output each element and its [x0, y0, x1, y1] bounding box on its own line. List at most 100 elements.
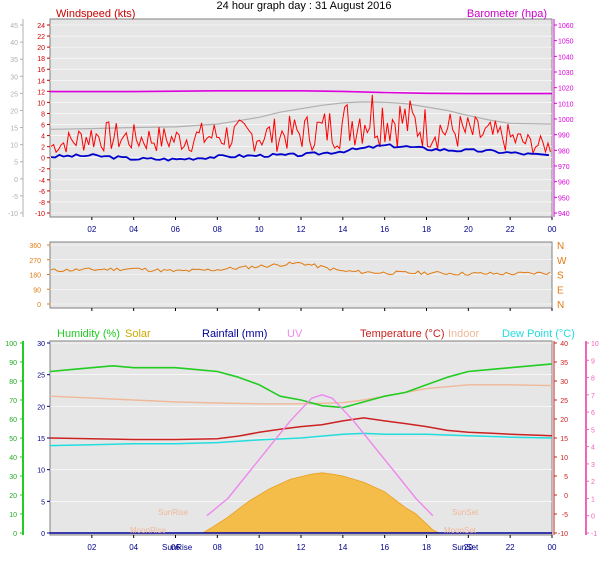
wind-tick-label: -2	[39, 167, 45, 174]
humidity-tick-label: 40	[9, 455, 17, 462]
rain-tick-label: 30	[37, 341, 45, 348]
climate-legend-item: Temperature (°C)	[360, 328, 444, 340]
sunset-bottom-label: SunSet	[452, 543, 479, 552]
compass-label: S	[557, 271, 564, 282]
temp-tick-label: 35	[560, 360, 568, 367]
humidity-tick-label: 50	[9, 436, 17, 443]
compass-label: W	[557, 256, 567, 267]
gray-tick-label: 35	[10, 57, 18, 64]
uv-tick-label: 10	[591, 341, 599, 348]
gray-tick-label: 45	[10, 23, 18, 30]
barometer-tick-label: 940	[558, 211, 570, 218]
x-tick-label: 08	[213, 225, 222, 234]
wind-tick-label: -10	[35, 211, 45, 218]
rain-tick-label: 25	[37, 373, 45, 380]
x-tick-label: 06	[171, 543, 180, 552]
climate-legend-item: Humidity (%)	[57, 328, 120, 340]
direction-tick-label: 180	[29, 273, 41, 280]
temp-tick-label: -5	[562, 512, 568, 519]
barometer-tick-label: 1050	[558, 39, 574, 46]
gray-tick-label: -10	[8, 211, 18, 218]
direction-tick-label: 90	[33, 287, 41, 294]
wind-tick-label: 20	[37, 45, 45, 52]
wind-tick-label: 8	[41, 111, 45, 118]
uv-tick-label: -1	[591, 531, 597, 538]
wind-tick-label: 0	[41, 156, 45, 163]
uv-tick-label: 7	[591, 393, 595, 400]
humidity-line	[49, 363, 553, 409]
sunrise-bottom-label: SunRise	[162, 543, 193, 552]
barometer-tick-label: 1060	[558, 23, 574, 30]
barometer-tick-label: 950	[558, 195, 570, 202]
x-tick-label: 20	[464, 225, 473, 234]
wind-tick-label: 14	[37, 78, 45, 85]
gray-tick-label: 25	[10, 91, 18, 98]
wind-legend-left: Windspeed (kts)	[56, 8, 135, 20]
wind-tick-label: -6	[39, 189, 45, 196]
wind-tick-label: 16	[37, 67, 45, 74]
direction-tick-label: 0	[37, 302, 41, 309]
temp-tick-label: 25	[560, 398, 568, 405]
climate-legend-item: Indoor	[448, 328, 480, 340]
barometer-line	[50, 90, 552, 95]
x-tick-label: 16	[380, 225, 389, 234]
x-tick-label: 12	[297, 225, 306, 234]
barometer-tick-label: 1010	[558, 101, 574, 108]
sunrise-label: SunRise	[158, 508, 189, 517]
rain-tick-label: 5	[41, 499, 45, 506]
wind-tick-label: 18	[37, 56, 45, 63]
barometer-tick-label: 970	[558, 164, 570, 171]
x-tick-label: 18	[422, 543, 431, 552]
sunset-label: SunSet	[452, 508, 479, 517]
compass-label: E	[557, 285, 564, 296]
x-tick-label: 04	[129, 225, 138, 234]
barometer-tick-label: 1030	[558, 70, 574, 77]
indoor-temp-line	[49, 384, 553, 405]
humidity-tick-label: 10	[9, 512, 17, 519]
gray-tick-label: 20	[10, 108, 18, 115]
temp-tick-label: 15	[560, 436, 568, 443]
compass-label: N	[557, 241, 564, 252]
dewpoint-line	[49, 432, 553, 447]
uv-tick-label: 6	[591, 410, 595, 417]
gray-tick-label: 5	[14, 160, 18, 167]
uv-tick-label: 0	[591, 514, 595, 521]
humidity-tick-label: 70	[9, 398, 17, 405]
barometer-tick-label: 1020	[558, 86, 574, 93]
temp-tick-label: 5	[564, 474, 568, 481]
wind-average-line	[50, 143, 550, 162]
wind-plot-area	[49, 18, 553, 218]
climate-legend-item: Solar	[125, 328, 151, 340]
x-tick-label: 20	[464, 543, 473, 552]
barometer-tick-label: 960	[558, 180, 570, 187]
wind-tick-label: 6	[41, 123, 45, 130]
wind-tick-label: 22	[37, 34, 45, 41]
temp-tick-label: 40	[560, 341, 568, 348]
wind-tick-label: -4	[39, 178, 45, 185]
rain-tick-label: 0	[41, 531, 45, 538]
barometer-tick-label: 990	[558, 133, 570, 140]
x-tick-label: 14	[338, 225, 347, 234]
direction-tick-label: 360	[29, 243, 41, 250]
uv-tick-label: 9	[591, 358, 595, 365]
temp-tick-label: 10	[560, 455, 568, 462]
wind-tick-label: 2	[41, 145, 45, 152]
moonset-label: MoonSet	[444, 526, 477, 535]
x-tick-label: 02	[87, 225, 96, 234]
x-tick-label: 16	[380, 543, 389, 552]
x-tick-label: 14	[338, 543, 347, 552]
compass-label: N	[557, 300, 564, 311]
x-tick-label: 00	[548, 225, 557, 234]
humidity-tick-label: 80	[9, 379, 17, 386]
solar-area	[201, 472, 440, 534]
uv-tick-label: 3	[591, 462, 595, 469]
temp-tick-label: 20	[560, 417, 568, 424]
rain-tick-label: 20	[37, 404, 45, 411]
x-tick-label: 06	[171, 225, 180, 234]
x-tick-label: 00	[548, 543, 557, 552]
x-tick-label: 10	[255, 543, 264, 552]
humidity-tick-label: 60	[9, 417, 17, 424]
barometer-tick-label: 1000	[558, 117, 574, 124]
temp-tick-label: 30	[560, 379, 568, 386]
